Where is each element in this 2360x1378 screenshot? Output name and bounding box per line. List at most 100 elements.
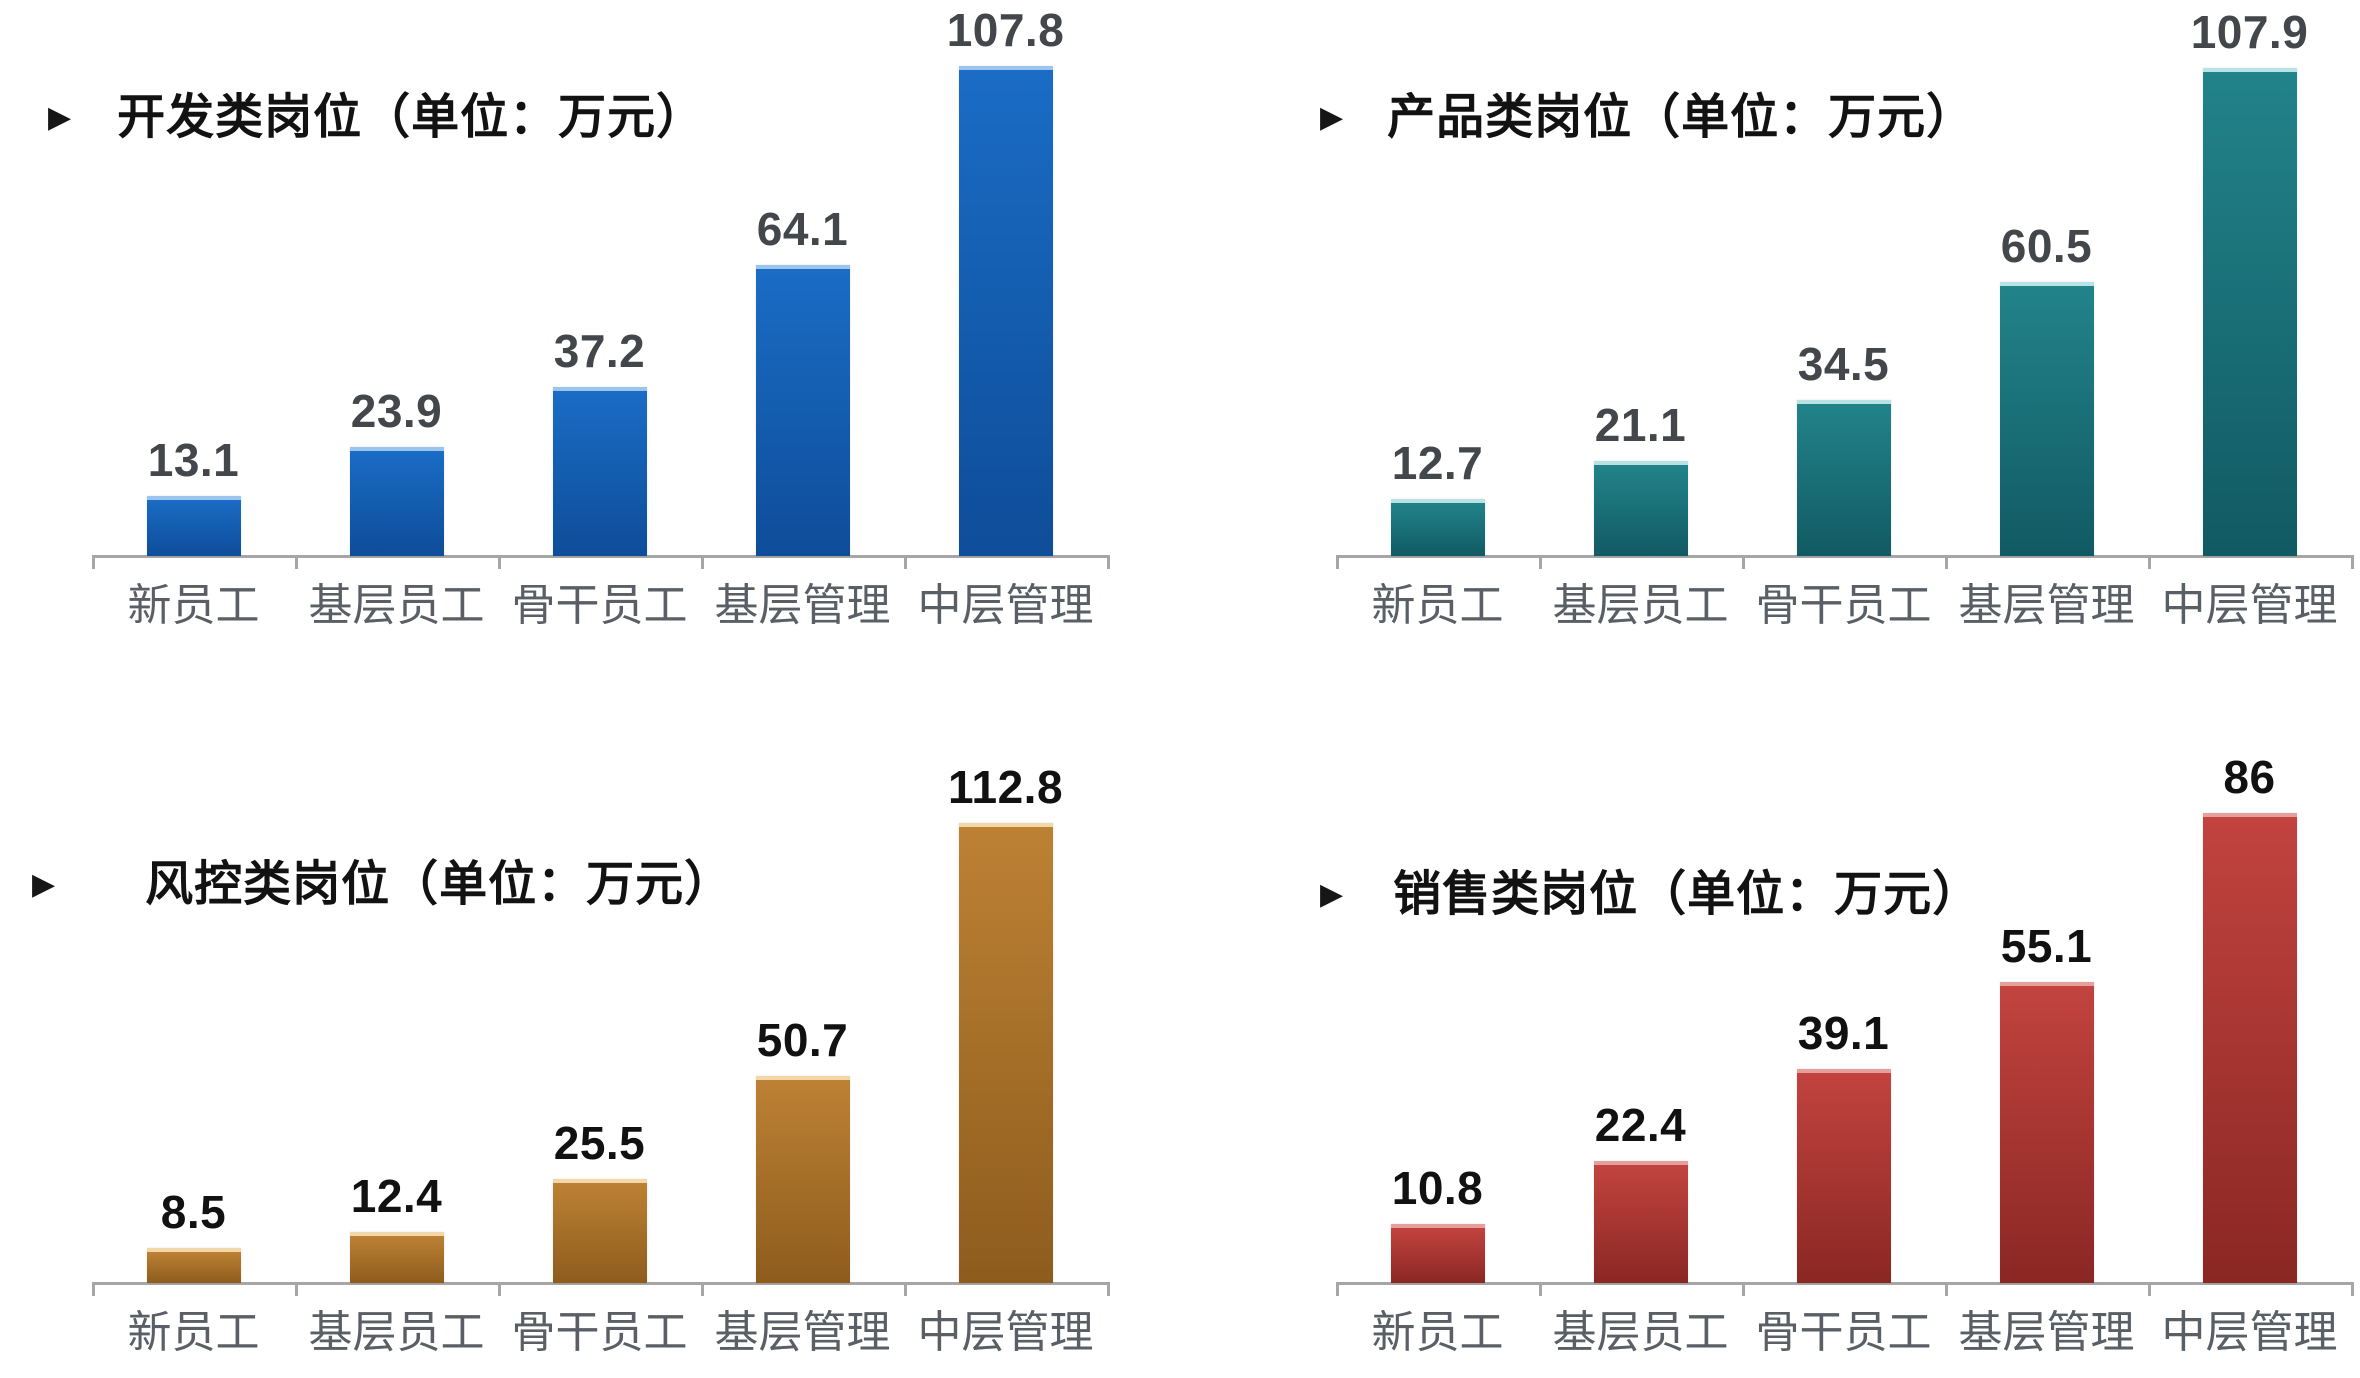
- category-label: 骨干员工: [1755, 1308, 1932, 1357]
- bar-value-label: 12.7: [1391, 437, 1484, 489]
- bar-中层管理: [2202, 813, 2297, 1283]
- x-axis-tick: [2351, 1283, 2354, 1296]
- bar-value-label: 12.4: [350, 1170, 443, 1222]
- category-label: 新员工: [127, 581, 260, 630]
- bar-value-label: 34.5: [1797, 338, 1890, 390]
- bar-plot: 8.5 新员工 12.4 基层员工 25.5 骨干员工 50.7 基层管理 112.8 中层管理: [0, 689, 1180, 1378]
- bar-基层管理: [755, 265, 850, 556]
- x-axis-tick: [701, 1283, 704, 1296]
- bar-plot: 12.7 新员工 21.1 基层员工 34.5 骨干员工 60.5 基层管理 107.9 中层管理: [1180, 0, 2360, 689]
- bar-value-label: 13.1: [147, 434, 240, 486]
- category-label: 基层管理: [714, 1308, 891, 1357]
- chart-title-row: ▶ 产品类岗位（单位：万元）: [1320, 88, 1975, 148]
- category-label: 基层员工: [308, 1308, 485, 1357]
- bar-新员工: [146, 496, 241, 556]
- bar-value-label: 25.5: [553, 1117, 646, 1169]
- bullet-triangle-icon: ▶: [32, 868, 56, 901]
- category-label: 骨干员工: [511, 1308, 688, 1357]
- bar-value-label: 39.1: [1797, 1007, 1890, 1059]
- category-label: 骨干员工: [1755, 581, 1932, 630]
- category-label: 基层管理: [1958, 1308, 2135, 1357]
- x-axis-tick: [701, 556, 704, 569]
- category-label: 新员工: [1371, 581, 1504, 630]
- x-axis-tick: [1742, 556, 1745, 569]
- bar-value-label: 37.2: [553, 325, 646, 377]
- bar-value-label: 8.5: [160, 1186, 227, 1238]
- bar-骨干员工: [1796, 400, 1891, 556]
- x-axis-tick: [904, 1283, 907, 1296]
- chart-sales-positions: ▶ 销售类岗位（单位：万元） 10.8 新员工 22.4 基层员工 39.1 骨干员工 55…: [1180, 689, 2360, 1378]
- category-label: 新员工: [127, 1308, 260, 1357]
- category-label: 基层员工: [1552, 581, 1729, 630]
- bar-value-label: 55.1: [2000, 920, 2093, 972]
- bar-基层管理: [755, 1076, 850, 1283]
- category-label: 基层管理: [714, 581, 891, 630]
- x-axis-tick: [498, 556, 501, 569]
- x-axis-tick: [498, 1283, 501, 1296]
- bar-新员工: [146, 1248, 241, 1283]
- chart-product-positions: ▶ 产品类岗位（单位：万元） 12.7 新员工 21.1 基层员工 34.5 骨干员工 60…: [1180, 0, 2360, 689]
- bar-骨干员工: [1796, 1069, 1891, 1283]
- chart-title: 产品类岗位（单位：万元）: [1387, 91, 1976, 144]
- x-axis-tick: [1539, 556, 1542, 569]
- category-label: 基层员工: [308, 581, 485, 630]
- bar-骨干员工: [552, 387, 647, 556]
- chart-title-row: ▶ 开发类岗位（单位：万元）: [48, 88, 705, 148]
- bar-value-label: 21.1: [1594, 399, 1687, 451]
- bar-新员工: [1390, 1224, 1485, 1283]
- x-axis-tick: [1107, 1283, 1110, 1296]
- bar-基层管理: [1999, 982, 2094, 1283]
- x-axis-tick: [1336, 556, 1339, 569]
- bar-基层员工: [1593, 461, 1688, 556]
- chart-title: 风控类岗位（单位：万元）: [145, 858, 734, 911]
- x-axis-tick: [92, 556, 95, 569]
- x-axis-tick: [1539, 1283, 1542, 1296]
- bar-中层管理: [958, 66, 1053, 556]
- bullet-triangle-icon: ▶: [48, 101, 72, 134]
- bar-骨干员工: [552, 1179, 647, 1283]
- x-axis-line: [1336, 555, 2354, 558]
- x-axis-tick: [2351, 556, 2354, 569]
- bar-基层员工: [349, 1232, 444, 1283]
- bar-plot: 10.8 新员工 22.4 基层员工 39.1 骨干员工 55.1 基层管理 86 中层管理: [1180, 689, 2360, 1378]
- bar-中层管理: [958, 823, 1053, 1283]
- x-axis-line: [92, 1282, 1110, 1285]
- bar-value-label: 112.8: [947, 761, 1064, 813]
- x-axis-tick: [1945, 1283, 1948, 1296]
- bullet-triangle-icon: ▶: [1320, 878, 1344, 911]
- x-axis-tick: [1945, 556, 1948, 569]
- bullet-triangle-icon: ▶: [1320, 101, 1344, 134]
- x-axis-tick: [1336, 1283, 1339, 1296]
- x-axis-tick: [295, 556, 298, 569]
- bar-中层管理: [2202, 68, 2297, 556]
- bar-value-label: 22.4: [1594, 1099, 1687, 1151]
- x-axis-tick: [1107, 556, 1110, 569]
- bar-value-label: 64.1: [756, 203, 849, 255]
- chart-dev-positions: ▶ 开发类岗位（单位：万元） 13.1 新员工 23.9 基层员工 37.2 骨干员工 64…: [0, 0, 1180, 689]
- bar-value-label: 107.9: [2190, 6, 2309, 58]
- x-axis-tick: [904, 556, 907, 569]
- bar-value-label: 10.8: [1391, 1162, 1484, 1214]
- category-label: 中层管理: [2161, 1308, 2338, 1357]
- chart-title-row: ▶ 风控类岗位（单位：万元）: [32, 855, 733, 915]
- bar-新员工: [1390, 499, 1485, 556]
- bar-基层员工: [1593, 1161, 1688, 1283]
- x-axis-line: [1336, 1282, 2354, 1285]
- category-label: 骨干员工: [511, 581, 688, 630]
- chart-risk-positions: ▶ 风控类岗位（单位：万元） 8.5 新员工 12.4 基层员工 25.5 骨干员工 50.…: [0, 689, 1180, 1378]
- bar-value-label: 50.7: [756, 1014, 849, 1066]
- x-axis-tick: [92, 1283, 95, 1296]
- chart-title: 销售类岗位（单位：万元）: [1393, 868, 1982, 921]
- bar-value-label: 107.8: [946, 4, 1065, 56]
- bar-value-label: 60.5: [2000, 220, 2093, 272]
- bar-plot: 13.1 新员工 23.9 基层员工 37.2 骨干员工 64.1 基层管理 107.8 中层管理: [0, 0, 1180, 689]
- category-label: 中层管理: [2161, 581, 2338, 630]
- x-axis-tick: [295, 1283, 298, 1296]
- x-axis-tick: [2148, 1283, 2151, 1296]
- x-axis-tick: [1742, 1283, 1745, 1296]
- category-label: 中层管理: [917, 581, 1094, 630]
- bar-基层员工: [349, 447, 444, 556]
- x-axis-line: [92, 555, 1110, 558]
- bar-基层管理: [1999, 282, 2094, 556]
- category-label: 中层管理: [917, 1308, 1094, 1357]
